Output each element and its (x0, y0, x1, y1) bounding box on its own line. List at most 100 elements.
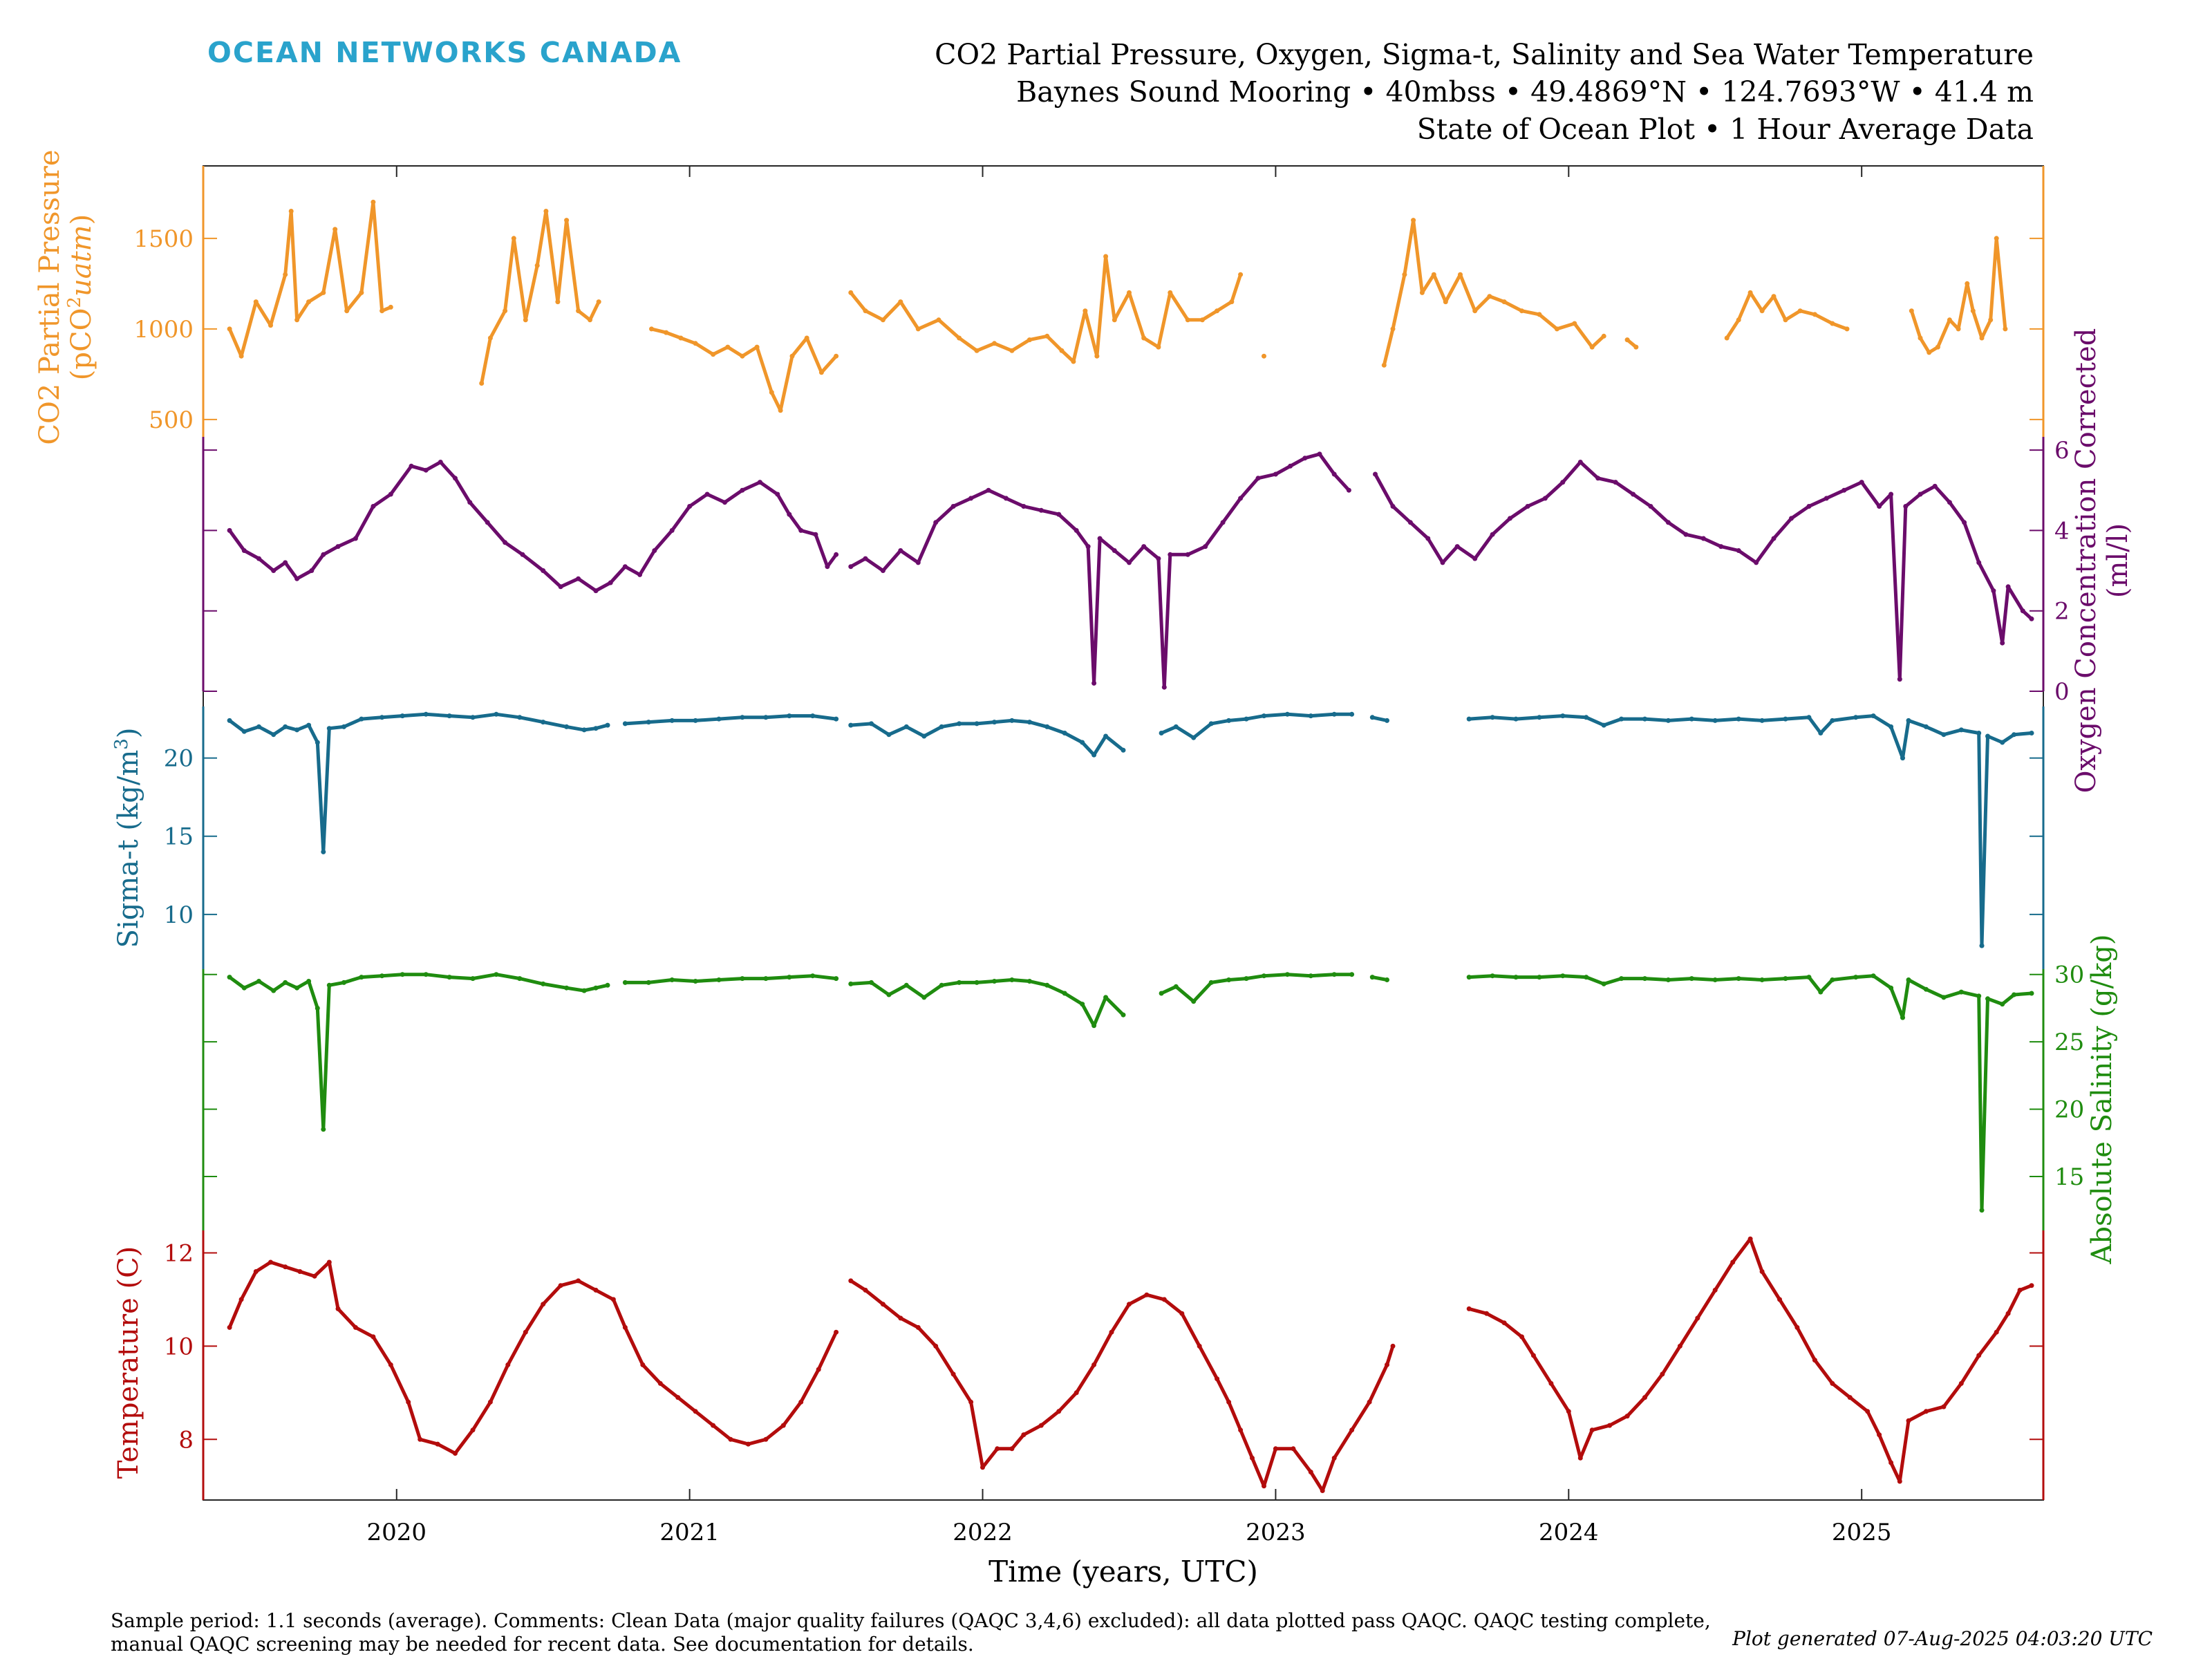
temperature-data-point (1777, 1297, 1782, 1302)
sigma-data-point (581, 727, 587, 733)
oxygen-data-point (1877, 504, 1882, 509)
co2-y-axis-label-part: uatm (66, 225, 97, 297)
oxygen-data-point (1097, 536, 1103, 541)
salinity-data-point (1009, 977, 1015, 982)
sigma-data-point (1062, 731, 1067, 735)
oxygen-data-point (669, 527, 675, 533)
oxygen-data-point (608, 580, 613, 585)
oxygen-data-point (1238, 496, 1244, 501)
sigma-data-point (294, 727, 300, 733)
salinity-data-point (1560, 973, 1566, 979)
co2-data-point (992, 341, 997, 346)
salinity-data-point (1736, 976, 1741, 982)
temperature-data-line (1467, 1237, 2034, 1483)
salinity-data-point (2029, 991, 2034, 996)
sigma-data-point (1080, 740, 1085, 745)
temperature-data-point (558, 1283, 563, 1288)
oxygen-data-point (1754, 560, 1759, 565)
salinity-data-point (494, 972, 499, 977)
co2-data-point (804, 335, 809, 341)
temperature-data-point (1577, 1455, 1583, 1461)
co2-data-point (1589, 344, 1595, 350)
salinity-data-point (593, 985, 599, 991)
salinity-data-point (921, 995, 927, 1000)
oxygen-data-point (1700, 536, 1706, 541)
oxygen-data-point (1472, 556, 1478, 561)
salinity-y-tick-label: 20 (2054, 1096, 2084, 1124)
temperature-data-point (238, 1297, 244, 1302)
oxygen-data-point (1425, 536, 1431, 541)
oxygen-data-point (1718, 544, 1724, 550)
temperature-data-point (1367, 1399, 1372, 1405)
salinity-data-point (1958, 989, 1964, 995)
salinity-data-point (241, 985, 247, 991)
oxygen-data-point (704, 491, 710, 497)
co2-y-axis-label: CO2 Partial Pressure (34, 149, 66, 444)
co2-data-point (1501, 299, 1507, 305)
oxygen-data-point (388, 491, 393, 497)
temperature-data-point (283, 1264, 288, 1270)
temperature-data-point (1109, 1329, 1114, 1335)
oxygen-data-point (485, 520, 490, 525)
salinity-data-point (271, 988, 276, 993)
x-tick-label: 2022 (953, 1519, 1013, 1546)
salinity-data-point (1830, 977, 1835, 982)
sigma-data-point (423, 711, 429, 717)
salinity-data-point (1818, 989, 1824, 995)
plot-frame (203, 165, 2044, 1501)
oxygen-data-point (294, 576, 300, 581)
temperature-data-point (1238, 1427, 1244, 1433)
oxygen-data-point (1932, 483, 1938, 489)
x-tick-label: 2025 (1832, 1519, 1892, 1546)
oxygen-data-point (986, 487, 991, 493)
temperature-data-point (1695, 1315, 1700, 1321)
sigma-data-point (1159, 731, 1164, 735)
salinity-data-point (1979, 1208, 1985, 1213)
sigma-data-point (848, 722, 854, 728)
salinity-data-point (848, 981, 854, 986)
sigma-data-point (517, 715, 523, 720)
oxygen-data-point (622, 564, 628, 570)
co2-data-point (543, 209, 549, 214)
salinity-y-tick-label: 15 (2054, 1163, 2084, 1191)
co2-y-axis-label-part: 2 (64, 297, 85, 308)
co2-data-point (555, 299, 561, 305)
temperature-data-point (610, 1297, 616, 1302)
oxygen-data-point (1021, 504, 1027, 509)
oxygen-data-point (335, 544, 341, 550)
co2-y-axis-label: (pCO2uatm) (64, 214, 97, 380)
temperature-data-point (418, 1436, 423, 1442)
co2-data-point (1487, 294, 1492, 299)
temperature-data-point (312, 1273, 317, 1279)
sigma-data-line (849, 718, 1125, 757)
temperature-data-point (950, 1371, 956, 1377)
co2-data-point (503, 308, 508, 314)
sigma-data-point (1906, 718, 1911, 723)
temperature-data-point (1830, 1380, 1835, 1386)
salinity-data-point (283, 980, 288, 985)
salinity-data-point (1027, 979, 1032, 984)
co2-data-point (1238, 272, 1244, 277)
sigma-data-point (447, 713, 452, 719)
oxygen-data-point (1112, 548, 1117, 553)
oxygen-y-axis-label-part: Oxygen Concentration Corrected (2070, 328, 2102, 794)
co2-data-point (1935, 344, 1940, 350)
temperature-data-point (1642, 1395, 1647, 1400)
co2-data-point (479, 381, 485, 386)
oxygen-data-point (1903, 504, 1909, 509)
oxygen-data-point (1220, 520, 1226, 525)
oxygen-data-point (834, 552, 839, 557)
sigma-data-point (1191, 735, 1197, 740)
oxygen-data-point (271, 568, 276, 573)
co2-data-point (769, 390, 774, 395)
co2-data-point (664, 330, 669, 335)
oxygen-data-point (1736, 548, 1741, 553)
temperature-data-point (1161, 1297, 1167, 1302)
sigma-data-point (1584, 715, 1589, 720)
co2-data-point (1519, 308, 1524, 314)
sigma-data-point (716, 716, 722, 722)
salinity-data-point (341, 980, 346, 985)
sigma-data-point (593, 726, 599, 731)
salinity-data-point (1159, 991, 1164, 996)
salinity-data-point (326, 982, 332, 988)
